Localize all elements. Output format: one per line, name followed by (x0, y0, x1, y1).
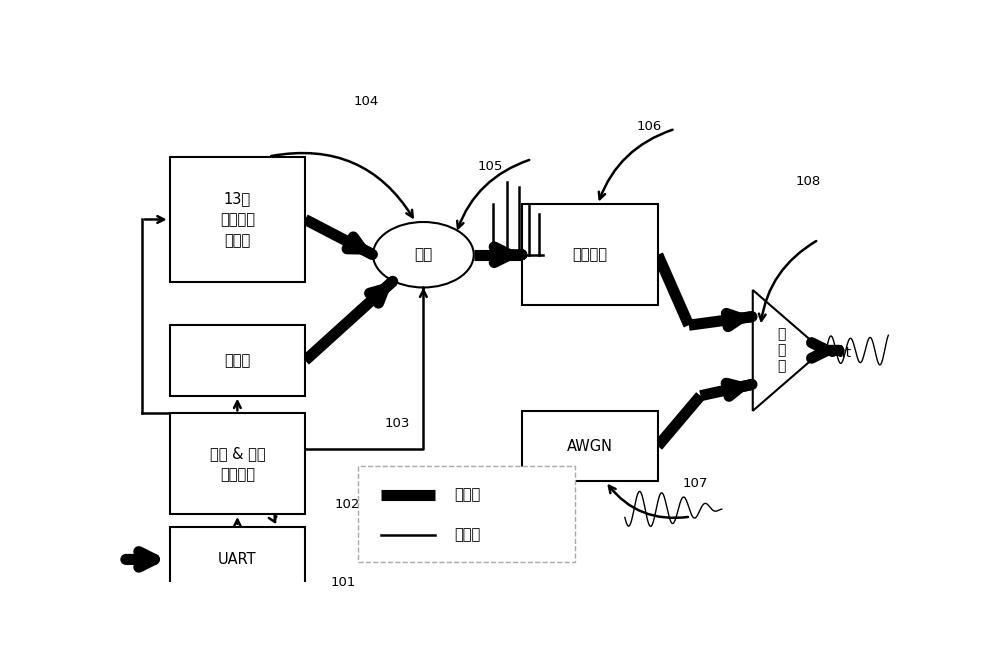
Bar (170, 156, 305, 283)
Text: 106: 106 (637, 120, 662, 133)
Bar (170, 413, 305, 514)
Text: 13位
伪随机数
发生器: 13位 伪随机数 发生器 (220, 191, 255, 248)
Bar (522, 411, 658, 481)
Text: 乘
法
器: 乘 法 器 (777, 327, 786, 373)
Bar (170, 325, 305, 396)
Text: 判决: 判决 (414, 247, 432, 262)
Text: 108: 108 (795, 175, 821, 188)
Text: 107: 107 (683, 477, 708, 490)
Text: 105: 105 (478, 160, 503, 173)
Text: 101: 101 (330, 576, 356, 589)
Text: 控制 & 命令
解析单元: 控制 & 命令 解析单元 (210, 446, 265, 482)
Text: 102: 102 (334, 498, 360, 511)
Polygon shape (753, 290, 822, 411)
FancyBboxPatch shape (358, 466, 574, 562)
Text: AWGN: AWGN (567, 439, 613, 454)
Text: 数据线: 数据线 (454, 487, 481, 502)
Text: 控制线: 控制线 (454, 528, 481, 543)
Text: 103: 103 (385, 417, 410, 430)
Text: UART: UART (218, 552, 257, 567)
Bar (522, 204, 658, 305)
Text: Out: Out (826, 346, 852, 360)
Text: 104: 104 (354, 95, 379, 108)
Text: 加权因子: 加权因子 (572, 247, 608, 262)
Text: 门限值: 门限值 (224, 353, 250, 368)
Bar (170, 526, 305, 592)
Circle shape (373, 222, 474, 288)
